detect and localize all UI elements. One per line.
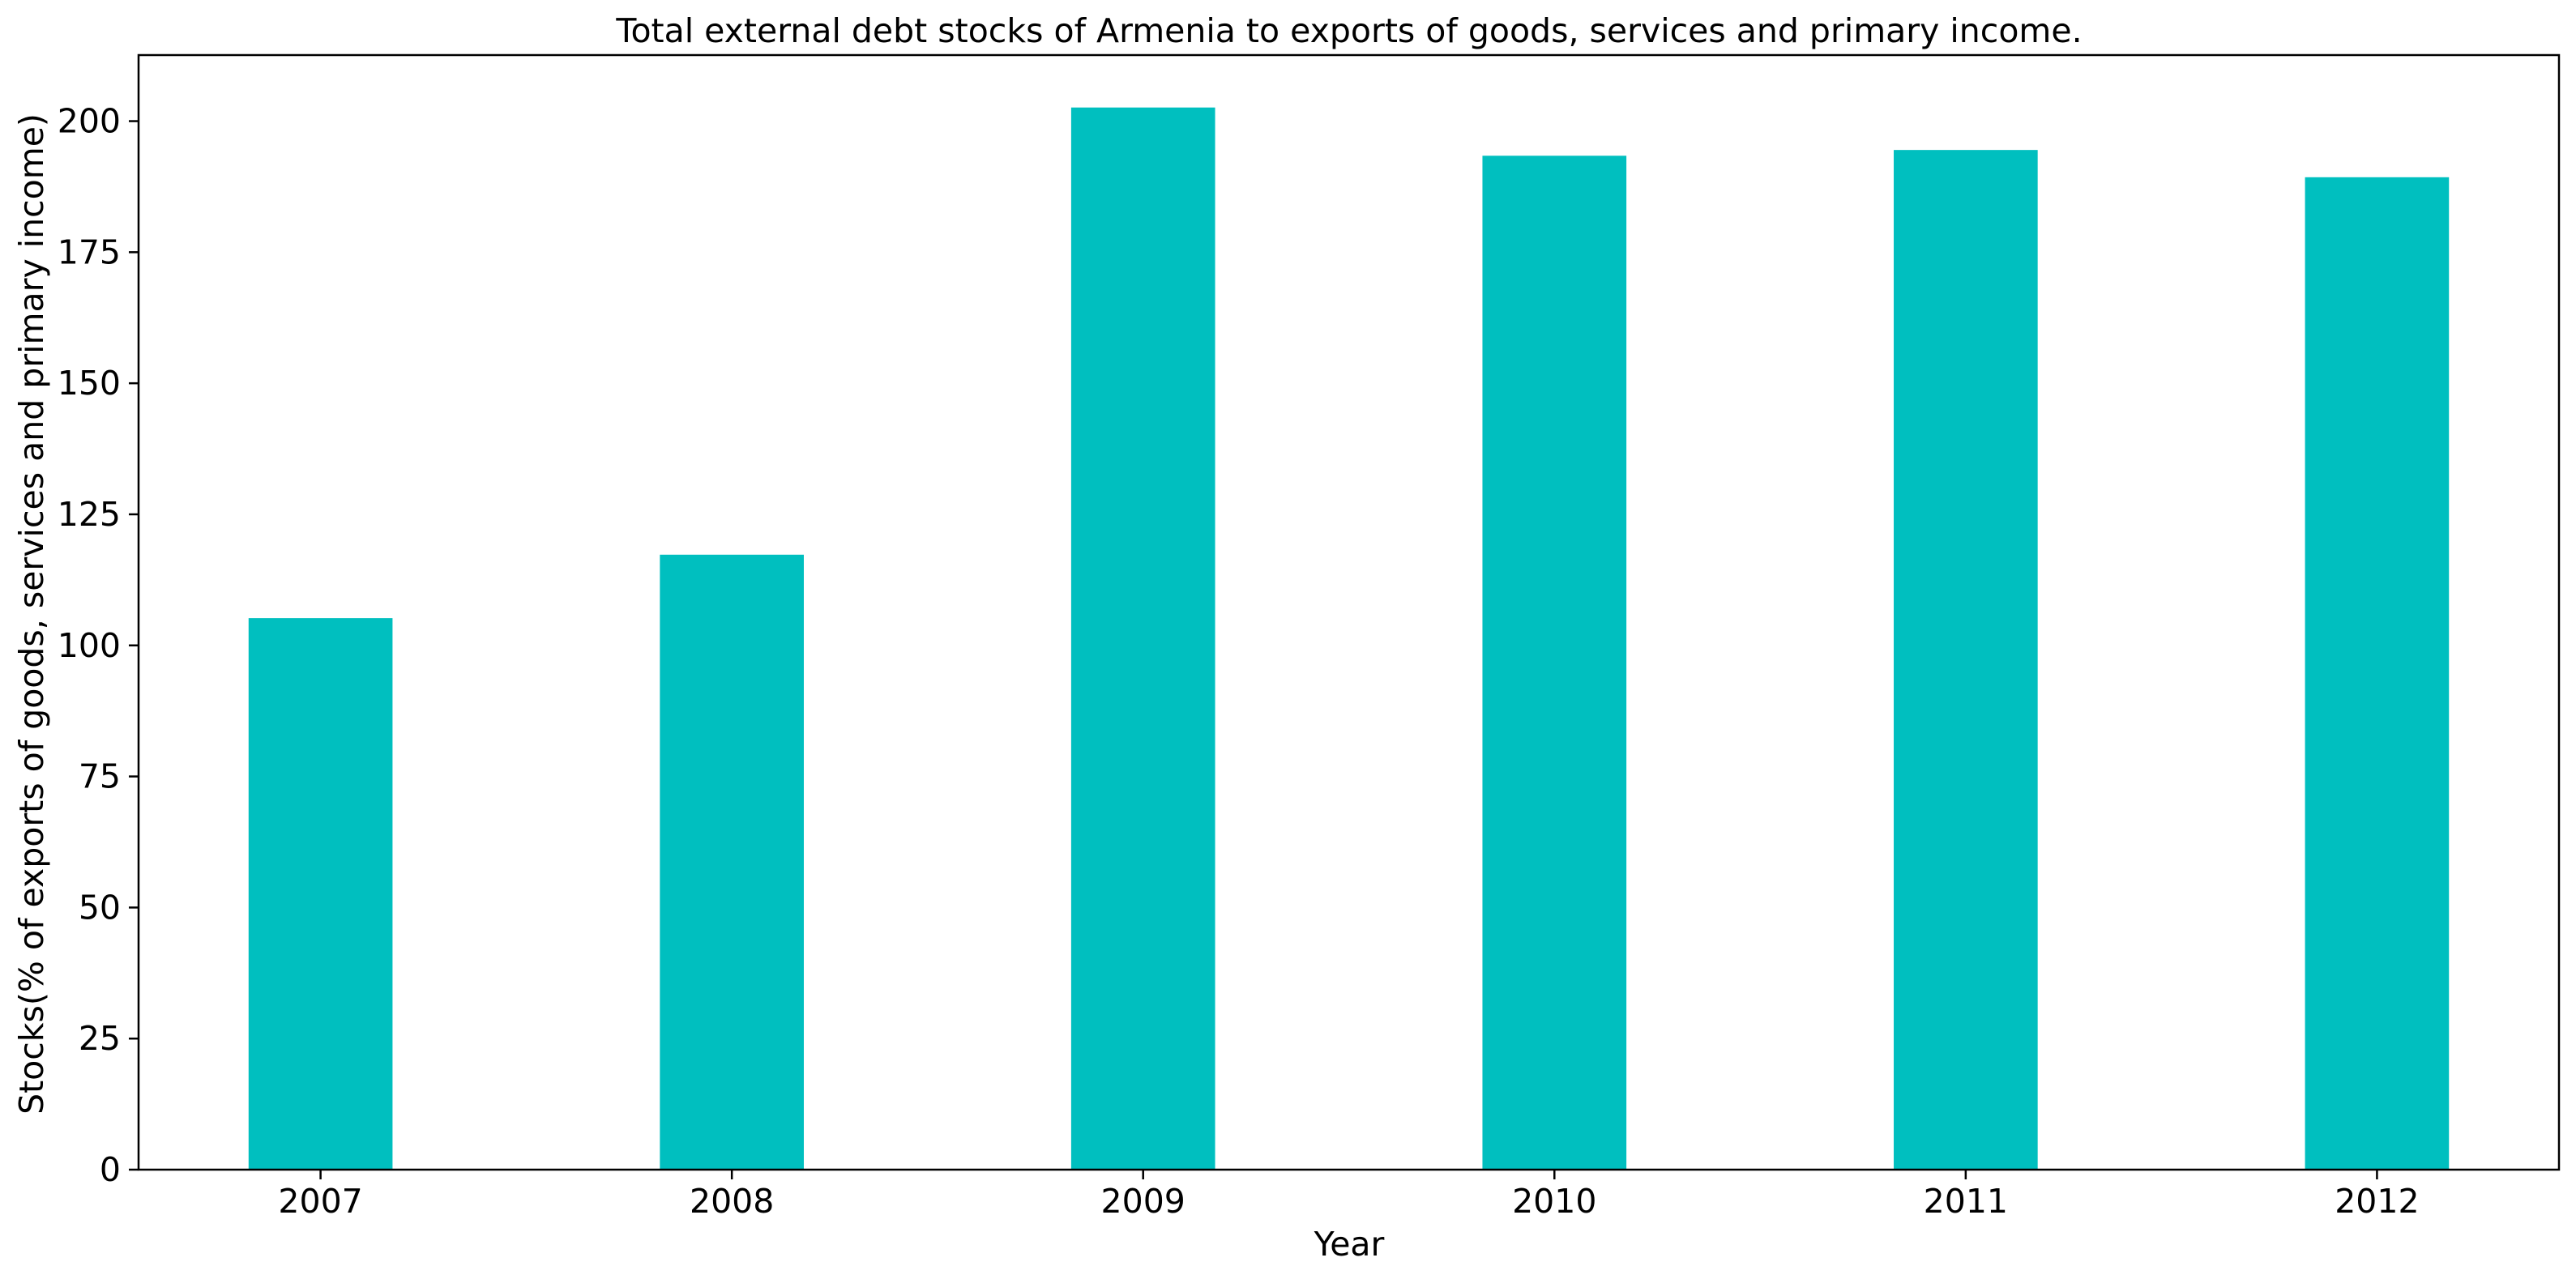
x-tick-label: 2009 <box>1101 1182 1185 1221</box>
x-axis-ticks: 2007 2008 2009 2010 2011 2012 <box>278 1170 2420 1221</box>
y-tick-label: 100 <box>58 626 121 665</box>
bar-2008 <box>660 554 804 1170</box>
y-tick-label: 200 <box>58 102 121 141</box>
y-tick-label: 175 <box>58 232 121 271</box>
y-tick-label: 75 <box>79 757 121 796</box>
x-tick-label: 2007 <box>278 1182 362 1221</box>
x-tick-label: 2012 <box>2335 1182 2419 1221</box>
plot-area-frame <box>137 53 2561 1171</box>
y-tick-label: 0 <box>100 1150 121 1189</box>
bar-2012 <box>2305 177 2450 1170</box>
chart-title: Total external debt stocks of Armenia to… <box>615 11 2082 50</box>
y-axis-label: Stocks(% of exports of goods, services a… <box>12 113 51 1115</box>
y-tick-label: 125 <box>58 495 121 534</box>
x-tick-label: 2010 <box>1512 1182 1596 1221</box>
y-tick-label: 25 <box>79 1019 121 1058</box>
bars-layer <box>248 107 2450 1170</box>
y-tick-label: 50 <box>79 888 121 927</box>
x-tick-label: 2008 <box>690 1182 774 1221</box>
bar-2010 <box>1482 156 1627 1170</box>
bar-2007 <box>248 618 393 1170</box>
y-tick-label: 150 <box>58 364 121 403</box>
x-axis-label: Year <box>1314 1225 1385 1264</box>
x-tick-label: 2011 <box>1924 1182 2008 1221</box>
bar-2011 <box>1894 150 2038 1170</box>
y-axis-ticks: 0 25 50 75 100 125 150 175 200 <box>58 102 139 1189</box>
bar-2009 <box>1070 107 1215 1170</box>
